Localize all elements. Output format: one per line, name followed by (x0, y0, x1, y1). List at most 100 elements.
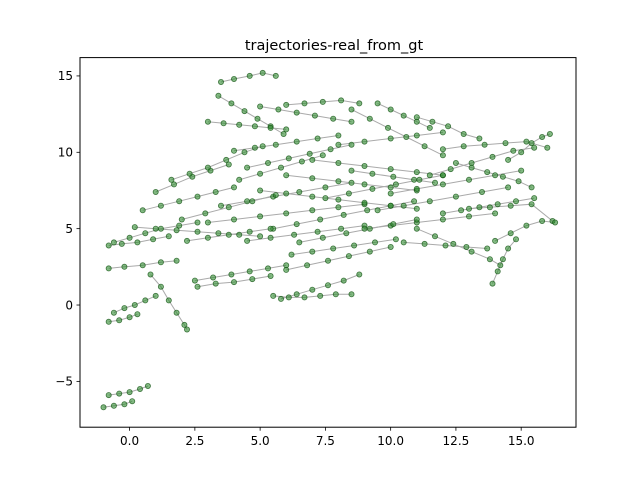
trajectory-point (531, 195, 538, 202)
chart-title: trajectories-real_from_gt (245, 38, 424, 54)
trajectory-point (513, 198, 520, 205)
trajectory-point (131, 301, 138, 308)
trajectory-point (505, 156, 512, 163)
trajectory-point (426, 124, 433, 131)
trajectory-line (286, 246, 391, 271)
trajectory-point (494, 268, 501, 275)
trajectory-point (411, 198, 418, 205)
trajectory-point (272, 72, 279, 79)
x-tick-label: 15.0 (508, 434, 535, 448)
trajectory-point (105, 265, 112, 272)
trajectory-line (351, 109, 444, 156)
trajectory-point (387, 135, 394, 142)
trajectory-point (499, 173, 506, 180)
trajectory-point (523, 222, 530, 229)
trajectory-point (173, 309, 180, 316)
x-axis: 0.0 2.5 5.0 7.5 10.0 12.5 15.0 (120, 427, 535, 448)
trajectory-point (476, 204, 483, 211)
trajectory-line (247, 225, 365, 242)
trajectory-point (309, 193, 316, 200)
trajectory-point (152, 292, 159, 299)
trajectory-point (134, 311, 141, 318)
trajectory-point (249, 276, 256, 283)
trajectory-point (332, 291, 339, 298)
trajectory-point (194, 283, 201, 290)
trajectory-point (531, 144, 538, 151)
trajectory-line (207, 121, 287, 130)
trajectory-point (361, 162, 368, 169)
trajectory-point (366, 225, 373, 232)
y-tick-label: −5 (55, 375, 73, 389)
trajectory-point (134, 239, 141, 246)
trajectory-point (131, 224, 138, 231)
trajectory-point (544, 144, 551, 151)
trajectory-point (431, 179, 438, 186)
trajectory-point (259, 69, 266, 76)
trajectory-point (439, 216, 446, 223)
trajectory-point (340, 211, 347, 218)
trajectory-point (468, 248, 475, 255)
trajectory-point (492, 237, 499, 244)
trajectory-line (377, 186, 509, 211)
trajectory-point (335, 204, 342, 211)
trajectory-point (293, 109, 300, 116)
trajectory-point (330, 245, 337, 252)
trajectory-point (356, 271, 363, 278)
trajectory-point (507, 230, 514, 237)
trajectory-point (366, 248, 373, 255)
trajectory-point (392, 236, 399, 243)
trajectory-point (259, 143, 266, 150)
trajectory-point (257, 103, 264, 110)
trajectory-point (191, 277, 198, 284)
trajectory-point (447, 166, 454, 173)
trajectory-point (507, 202, 514, 209)
trajectory-point (465, 205, 472, 212)
trajectory-point (251, 123, 258, 130)
trajectory-point (285, 294, 292, 301)
trajectory-point (528, 184, 535, 191)
trajectory-point (390, 221, 397, 228)
trajectory-point (345, 190, 352, 197)
trajectory-point (309, 207, 316, 214)
trajectory-point (186, 170, 193, 177)
trajectory-point (413, 185, 420, 192)
trajectory-line (194, 264, 287, 282)
trajectory-point (157, 259, 164, 266)
trajectory-point (387, 243, 394, 250)
trajectory-point (157, 202, 164, 209)
trajectory-point (254, 115, 261, 122)
trajectory-point (246, 72, 253, 79)
trajectory-point (296, 188, 303, 195)
trajectory-point (246, 228, 253, 235)
trajectory-point (314, 228, 321, 235)
trajectory-point (126, 389, 133, 396)
x-tick-label: 2.5 (185, 434, 204, 448)
trajectory-line (364, 212, 496, 230)
trajectory-point (445, 123, 452, 130)
trajectory-point (304, 262, 311, 269)
trajectory-point (251, 144, 258, 151)
trajectory-point (306, 150, 313, 157)
trajectory-line (325, 174, 443, 199)
trajectory-point (283, 172, 290, 179)
trajectory-line (171, 145, 263, 181)
trajectory-point (528, 201, 535, 208)
trajectory-point (468, 164, 475, 171)
y-tick-label: 15 (58, 69, 73, 83)
trajectory-line (291, 238, 396, 256)
trajectory-point (116, 390, 123, 397)
trajectory-point (387, 106, 394, 113)
trajectory-point (228, 100, 235, 107)
trajectory-point (439, 146, 446, 153)
trajectory-point (165, 297, 172, 304)
trajectory-point (157, 283, 164, 290)
trajectory-point (518, 167, 525, 174)
trajectory-point (489, 280, 496, 287)
trajectory-point (309, 248, 316, 255)
trajectory-point (371, 239, 378, 246)
trajectory-point (505, 245, 512, 252)
trajectory-point (387, 202, 394, 209)
trajectory-point (343, 230, 350, 237)
trajectory-point (413, 205, 420, 212)
trajectory-point (236, 176, 243, 183)
